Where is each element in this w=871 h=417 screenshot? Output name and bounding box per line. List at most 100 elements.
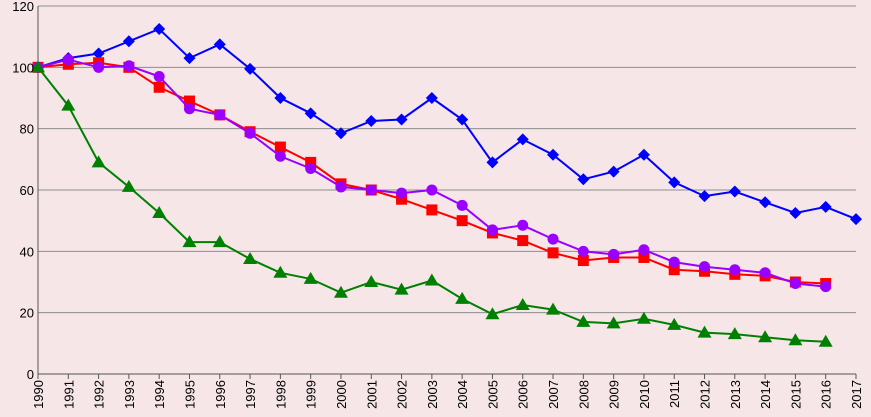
x-tick-label: 2009	[607, 380, 622, 409]
series-triangle	[31, 60, 833, 347]
x-tick-label: 2010	[637, 380, 652, 409]
data-point-triangle	[576, 314, 591, 327]
data-point-triangle	[424, 273, 439, 286]
x-tick-label: 1994	[152, 380, 167, 409]
data-point-circle	[759, 267, 771, 279]
data-point-triangle	[697, 325, 712, 338]
x-tick-label: 2017	[849, 380, 864, 409]
data-point-triangle	[182, 235, 197, 248]
x-tick-label: 2004	[455, 380, 470, 409]
data-point-circle	[335, 181, 347, 193]
data-point-diamond	[122, 35, 135, 48]
data-point-diamond	[213, 38, 226, 51]
data-point-triangle	[333, 285, 348, 298]
data-point-triangle	[394, 282, 409, 295]
y-tick-label: 100	[12, 60, 34, 75]
x-tick-label: 2013	[728, 380, 743, 409]
data-point-circle	[123, 60, 135, 72]
data-point-triangle	[727, 327, 742, 340]
x-tick-label: 1998	[273, 380, 288, 409]
data-point-circle	[274, 150, 286, 162]
x-tick-label: 2008	[576, 380, 591, 409]
series	[31, 23, 862, 347]
data-point-circle	[577, 245, 589, 257]
data-point-triangle	[758, 330, 773, 343]
grid	[38, 5, 856, 375]
data-point-square	[274, 141, 286, 153]
data-point-circle	[699, 261, 711, 273]
data-point-circle	[426, 184, 438, 196]
data-point-triangle	[303, 271, 318, 284]
data-point-diamond	[577, 173, 590, 186]
x-tick-label: 2005	[485, 380, 500, 409]
data-point-triangle	[455, 291, 470, 304]
data-point-circle	[305, 163, 317, 175]
data-point-square	[183, 95, 195, 107]
x-tick-label: 2006	[516, 380, 531, 409]
data-point-triangle	[212, 235, 227, 248]
data-point-diamond	[395, 113, 408, 126]
data-point-square	[668, 264, 680, 276]
x-tick-label: 1992	[92, 380, 107, 409]
data-point-diamond	[516, 133, 529, 146]
data-point-diamond	[274, 92, 287, 104]
data-point-triangle	[61, 98, 76, 111]
data-point-square	[305, 156, 317, 168]
data-point-circle	[517, 219, 529, 231]
data-point-circle	[214, 109, 226, 121]
x-tick-label: 1991	[61, 380, 76, 409]
data-point-circle	[365, 184, 377, 196]
x-tick-label: 2001	[364, 380, 379, 409]
data-point-circle	[93, 61, 105, 73]
x-tick-label: 1997	[243, 380, 258, 409]
x-tick-label: 2007	[546, 380, 561, 409]
series-diamond	[32, 23, 862, 226]
data-point-triangle	[546, 302, 561, 315]
data-point-diamond	[244, 62, 257, 75]
x-tick-label: 2011	[667, 380, 682, 408]
data-point-triangle	[121, 179, 136, 192]
data-point-square	[426, 204, 438, 216]
data-point-diamond	[365, 115, 378, 127]
data-point-diamond	[425, 92, 438, 104]
data-point-diamond	[334, 127, 347, 140]
data-point-circle	[486, 224, 498, 236]
data-point-circle	[789, 278, 801, 290]
data-point-diamond	[547, 148, 560, 161]
series-circle	[32, 54, 832, 293]
data-point-triangle	[152, 206, 167, 218]
data-point-diamond	[789, 207, 802, 219]
data-point-triangle	[243, 252, 258, 264]
series-line	[37, 27, 857, 221]
data-point-triangle	[788, 333, 803, 346]
x-tick-label: 2015	[788, 380, 803, 409]
data-point-triangle	[667, 317, 682, 330]
x-tick-label: 1993	[122, 380, 137, 409]
data-point-square	[638, 251, 650, 263]
y-tick-label: 60	[20, 183, 34, 198]
data-point-circle	[729, 264, 741, 276]
data-point-diamond	[698, 190, 711, 203]
data-point-diamond	[456, 113, 469, 126]
data-point-square	[517, 235, 529, 247]
y-tick-label: 40	[20, 244, 34, 259]
data-point-circle	[608, 248, 620, 260]
data-point-diamond	[486, 156, 499, 169]
data-point-triangle	[818, 334, 833, 347]
data-point-diamond	[92, 47, 105, 60]
x-tick-label: 1990	[31, 380, 46, 409]
data-point-square	[577, 255, 589, 267]
data-point-triangle	[515, 298, 530, 310]
x-tick-label: 2014	[758, 380, 773, 409]
data-point-diamond	[819, 200, 832, 213]
x-tick-labels: 1990 1991 1992 1993 1994 1995 1996 1997 1998 1999…	[31, 380, 864, 409]
data-point-circle	[396, 187, 408, 199]
data-point-circle	[668, 256, 680, 268]
data-point-square	[547, 247, 559, 259]
data-point-triangle	[636, 311, 651, 324]
data-point-triangle	[31, 60, 45, 73]
y-tick-labels: 0 20 40 60 80 100 120	[12, 0, 34, 382]
data-point-circle	[62, 54, 74, 66]
data-point-square	[153, 81, 165, 93]
